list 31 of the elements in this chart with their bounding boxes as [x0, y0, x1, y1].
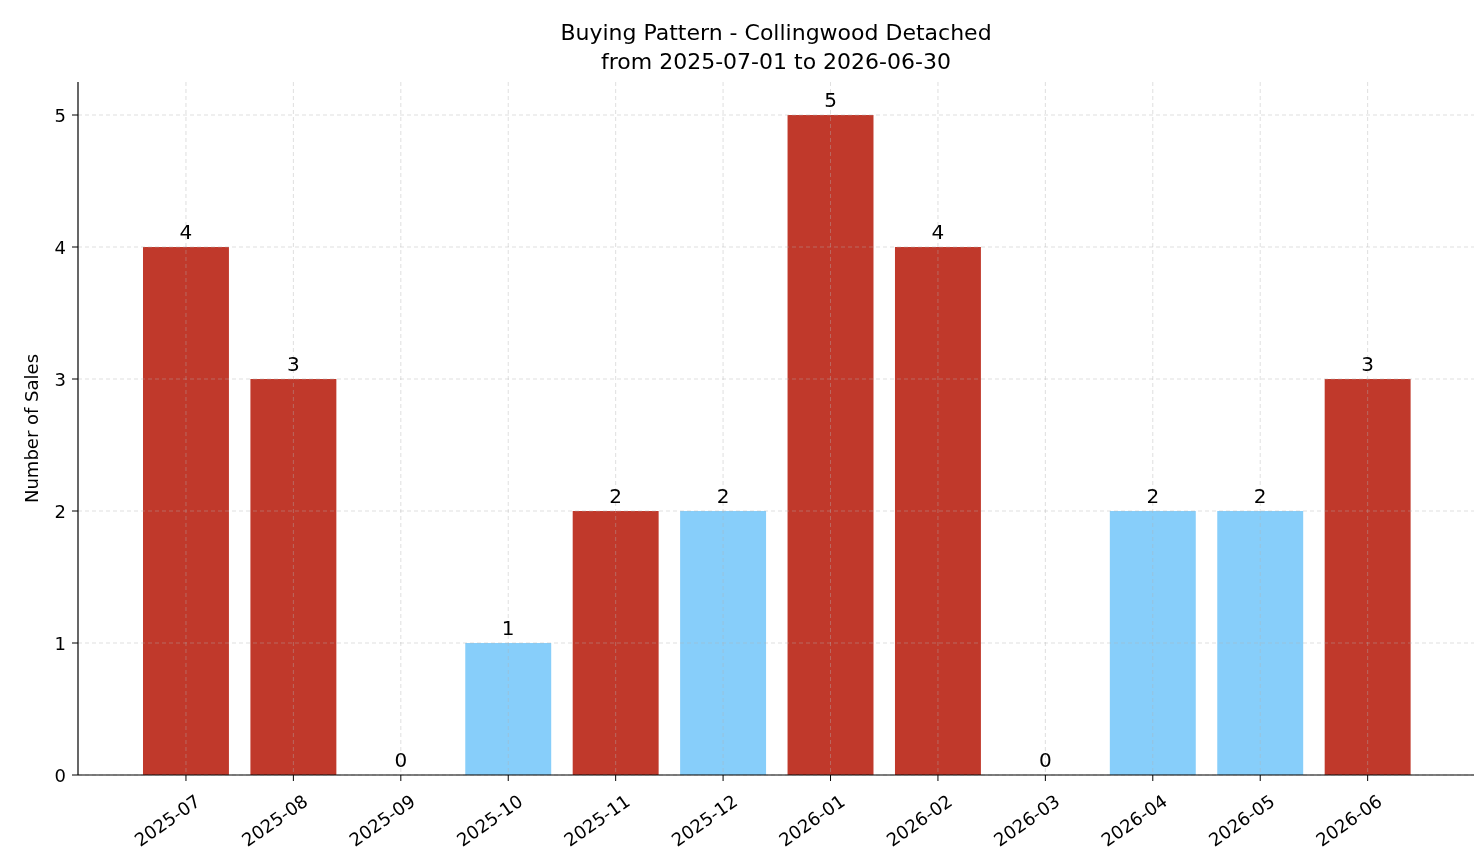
y-tick-label: 1	[54, 632, 66, 654]
data-label: 5	[824, 88, 837, 112]
data-label: 1	[501, 616, 515, 640]
y-tick-label: 5	[54, 104, 66, 126]
y-tick-label: 2	[54, 500, 66, 522]
bar	[572, 511, 659, 775]
bar	[1324, 379, 1411, 775]
bar	[142, 247, 229, 775]
data-label: 3	[287, 352, 300, 376]
bar	[250, 379, 337, 775]
data-label: 4	[179, 220, 193, 244]
data-label: 2	[609, 484, 623, 508]
data-label: 2	[716, 484, 730, 508]
data-label: 3	[1361, 352, 1375, 376]
data-label: 2	[1146, 484, 1160, 508]
y-tick-label: 4	[54, 236, 66, 258]
y-tick-label: 3	[54, 368, 66, 390]
data-label: 0	[1039, 748, 1052, 772]
bar	[1217, 511, 1304, 775]
chart-subtitle: from 2025-07-01 to 2026-06-30	[601, 49, 951, 74]
bar	[1109, 511, 1196, 775]
y-tick-label: 0	[54, 764, 66, 786]
bar	[465, 643, 552, 775]
bar	[680, 511, 767, 775]
bar	[787, 115, 874, 775]
data-label: 0	[394, 748, 408, 772]
chart-title: Buying Pattern - Collingwood Detached	[560, 20, 992, 45]
data-label: 2	[1253, 484, 1267, 508]
y-axis-title: Number of Sales	[21, 353, 42, 504]
bar	[894, 247, 981, 775]
data-label: 4	[931, 220, 945, 244]
